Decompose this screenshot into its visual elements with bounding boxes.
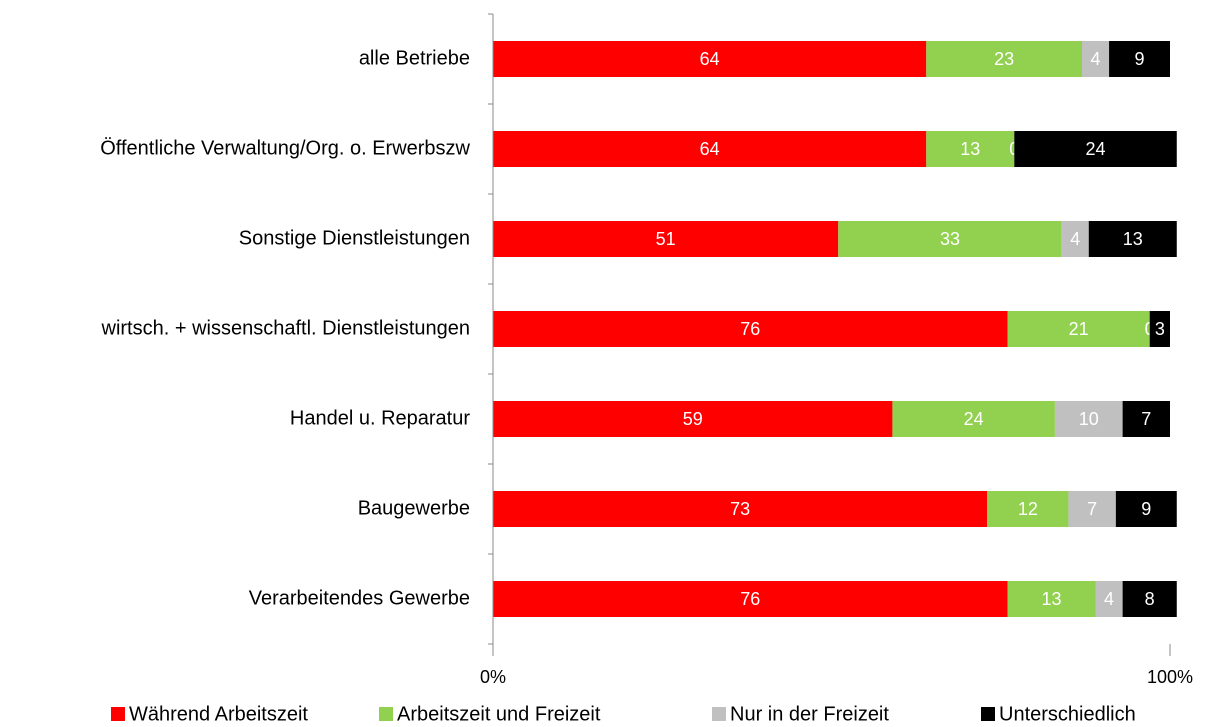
data-label: 51 — [656, 229, 676, 249]
bar-segment — [1061, 221, 1089, 257]
category-label: Verarbeitendes Gewerbe — [249, 587, 470, 609]
data-label: 13 — [1042, 589, 1062, 609]
bar-segment — [1088, 221, 1177, 257]
legend-swatch — [379, 707, 393, 721]
data-label: 10 — [1079, 409, 1099, 429]
legend-label: Arbeitszeit und Freizeit — [397, 703, 601, 725]
data-label: 24 — [964, 409, 984, 429]
data-label: 4 — [1104, 589, 1114, 609]
category-label: Sonstige Dienstleistungen — [239, 227, 470, 249]
data-label: 4 — [1091, 49, 1101, 69]
data-label: 76 — [740, 589, 760, 609]
data-label: 64 — [700, 139, 720, 159]
data-label: 12 — [1018, 499, 1038, 519]
data-label: 59 — [683, 409, 703, 429]
bar-segment — [493, 221, 839, 257]
data-label: 8 — [1145, 589, 1155, 609]
data-label: 7 — [1141, 409, 1151, 429]
bar-segment — [493, 581, 1008, 617]
bar-segment — [1109, 41, 1170, 77]
data-label: 76 — [740, 319, 760, 339]
category-label: Handel u. Reparatur — [290, 407, 470, 429]
data-label: 13 — [960, 139, 980, 159]
data-label: 7 — [1087, 499, 1097, 519]
data-label: 21 — [1069, 319, 1089, 339]
data-label: 3 — [1155, 319, 1165, 339]
legend-swatch — [111, 707, 125, 721]
bar-segment — [1122, 401, 1170, 437]
x-tick-label: 100% — [1147, 667, 1193, 687]
bar-segment — [1007, 311, 1150, 347]
data-label: 4 — [1070, 229, 1080, 249]
legend-label: Während Arbeitszeit — [129, 703, 308, 725]
data-label: 23 — [994, 49, 1014, 69]
data-label: 33 — [940, 229, 960, 249]
category-label: Baugewerbe — [358, 497, 470, 519]
bar-segment — [987, 491, 1069, 527]
bar-segment — [926, 131, 1015, 167]
bar-segment — [1068, 491, 1116, 527]
bar-segment — [1095, 581, 1123, 617]
bar-segment — [1007, 581, 1096, 617]
bar-segment — [1014, 131, 1177, 167]
bar-segment — [838, 221, 1062, 257]
data-label: 73 — [730, 499, 750, 519]
legend-label: Unterschiedlich — [999, 703, 1136, 725]
bar-segment — [493, 311, 1008, 347]
data-label: 9 — [1135, 49, 1145, 69]
bar-segment — [892, 401, 1055, 437]
data-label: 13 — [1123, 229, 1143, 249]
data-label: 0 — [1009, 139, 1019, 159]
bar-segment — [1122, 581, 1177, 617]
bar-segment — [1054, 401, 1123, 437]
bar-segment — [493, 131, 927, 167]
bar-segment — [1149, 311, 1170, 347]
category-label: alle Betriebe — [359, 47, 470, 69]
bar-segment — [493, 491, 988, 527]
bar-segment — [1081, 41, 1110, 77]
bar-segment — [493, 401, 893, 437]
category-label: Öffentliche Verwaltung/Org. o. Erwerbszw — [100, 137, 470, 159]
legend-label: Nur in der Freizeit — [730, 703, 889, 725]
data-label: 24 — [1086, 139, 1106, 159]
category-label: wirtsch. + wissenschaftl. Dienstleistung… — [101, 317, 471, 339]
x-tick-label: 0% — [480, 667, 506, 687]
data-label: 64 — [700, 49, 720, 69]
data-label: 9 — [1141, 499, 1151, 519]
bar-segment — [493, 41, 927, 77]
bar-segment — [1115, 491, 1177, 527]
legend-swatch — [712, 707, 726, 721]
bar-segment — [926, 41, 1082, 77]
legend-swatch — [981, 707, 995, 721]
